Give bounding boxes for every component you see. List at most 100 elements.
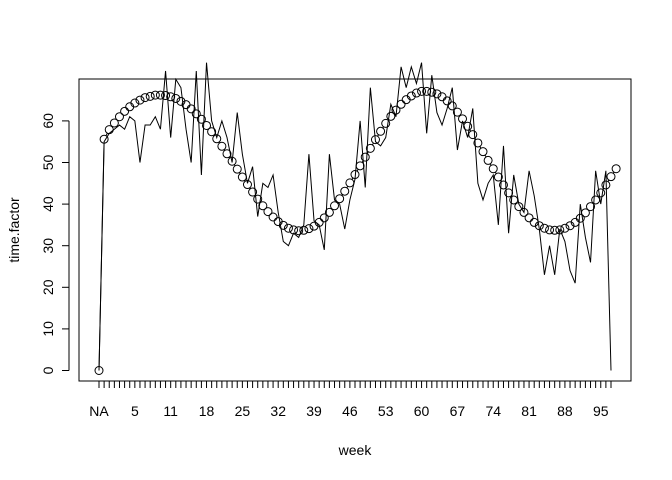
fitted-point: [560, 223, 570, 233]
fitted-point: [596, 188, 606, 198]
x-tick-label: 67: [450, 403, 466, 419]
fitted-point: [529, 217, 539, 227]
fitted-point: [381, 118, 391, 128]
fitted-point: [468, 130, 478, 140]
fitted-point: [319, 213, 329, 223]
fitted-point: [237, 172, 247, 182]
fitted-point: [509, 195, 519, 205]
fitted-point: [314, 217, 324, 227]
fitted-point: [196, 114, 206, 124]
fitted-point: [120, 106, 130, 116]
fitted-point: [299, 225, 309, 235]
y-axis-label: time.factor: [6, 197, 22, 263]
x-tick-label: 95: [593, 403, 609, 419]
y-tick-label: 60: [40, 113, 56, 129]
fitted-point: [580, 208, 590, 218]
fitted-point: [350, 170, 360, 180]
fitted-point: [493, 172, 503, 182]
fitted-point: [258, 201, 268, 211]
fitted-point: [586, 202, 596, 212]
fitted-point: [232, 164, 242, 174]
fitted-point: [386, 111, 396, 121]
y-axis: 0 10 20 30 40 50 60: [40, 113, 70, 374]
x-tick-label: 74: [485, 403, 501, 419]
fitted-point: [304, 224, 314, 234]
x-tick-label: 32: [270, 403, 286, 419]
fitted-point: [417, 86, 427, 96]
fitted-point: [611, 164, 621, 174]
fitted-point: [155, 90, 165, 100]
y-tick-label: 20: [40, 279, 56, 295]
fitted-point: [483, 155, 493, 165]
fitted-point: [217, 141, 227, 151]
fitted-point: [442, 96, 452, 106]
y-tick-label: 40: [40, 196, 56, 212]
fitted-point: [406, 91, 416, 101]
fitted-point: [114, 112, 124, 122]
fitted-point: [186, 104, 196, 114]
fitted-point: [140, 93, 150, 103]
fitted-point: [591, 195, 601, 205]
series-line: [98, 62, 612, 371]
fitted-point: [345, 178, 355, 188]
fitted-point: [222, 149, 232, 159]
fitted-point: [130, 98, 140, 108]
fitted-point: [463, 121, 473, 131]
fitted-point: [263, 207, 273, 217]
data-layer: [94, 62, 621, 375]
fitted-point: [104, 125, 114, 135]
fitted-point: [550, 225, 560, 235]
fitted-point: [478, 147, 488, 157]
fitted-point: [452, 107, 462, 117]
fitted-point: [427, 87, 437, 97]
fitted-point: [411, 88, 421, 98]
fitted-point: [324, 207, 334, 217]
fitted-point: [555, 225, 565, 235]
fitted-point: [519, 207, 529, 217]
fitted-point: [268, 212, 278, 222]
fitted-point: [365, 143, 375, 153]
fitted-point: [391, 105, 401, 115]
fitted-point: [145, 91, 155, 101]
fitted-point: [340, 186, 350, 196]
fitted-point: [396, 99, 406, 109]
fitted-point: [601, 180, 611, 190]
fitted-point: [207, 127, 217, 137]
fitted-point: [539, 223, 549, 233]
x-tick-label: 46: [342, 403, 358, 419]
fitted-point: [283, 223, 293, 233]
fitted-point: [534, 221, 544, 231]
fitted-point: [606, 172, 616, 182]
fitted-segment: [98, 143, 105, 367]
x-tick-label: 18: [199, 403, 215, 419]
fitted-point: [253, 194, 263, 204]
x-tick-label: 81: [521, 403, 537, 419]
fitted-point: [360, 152, 370, 162]
x-tick-label: 5: [131, 403, 139, 419]
y-tick-label: 50: [40, 155, 56, 171]
fitted-point: [447, 101, 457, 111]
fitted-point: [524, 213, 534, 223]
fitted-point: [242, 180, 252, 190]
fitted-point: [176, 96, 186, 106]
fitted-point: [109, 118, 119, 128]
fitted-point: [504, 188, 514, 198]
y-tick-label: 30: [40, 238, 56, 254]
fitted-point: [202, 120, 212, 130]
fitted-point: [498, 180, 508, 190]
x-tick-label: NA: [89, 403, 109, 419]
y-tick-label: 0: [40, 366, 56, 374]
fitted-point: [458, 114, 468, 124]
x-tick-label: 25: [235, 403, 251, 419]
x-axis: NA 5 11 18 25 32 39 46 53 60 67 74 81 88 95: [89, 380, 612, 419]
fitted-point: [135, 95, 145, 105]
x-tick-label: 53: [378, 403, 394, 419]
fitted-point: [545, 225, 555, 235]
fitted-point: [289, 225, 299, 235]
x-axis-label: week: [338, 442, 373, 458]
fitted-point: [565, 221, 575, 231]
fitted-point: [432, 89, 442, 99]
fitted-point: [161, 91, 171, 101]
fitted-point: [294, 226, 304, 236]
